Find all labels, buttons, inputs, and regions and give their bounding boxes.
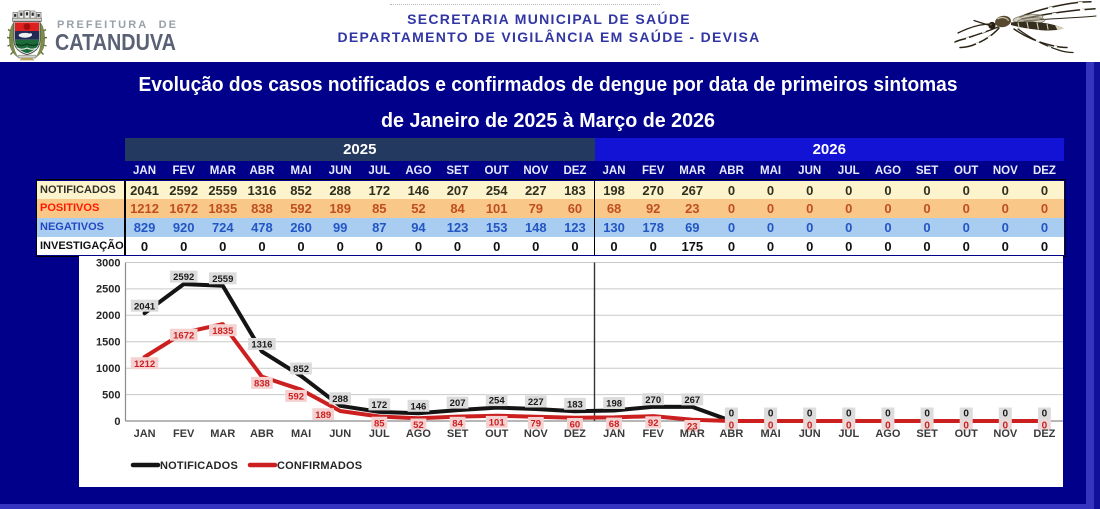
svg-text:52: 52 bbox=[413, 420, 424, 431]
svg-text:0: 0 bbox=[1042, 421, 1048, 432]
svg-text:198: 198 bbox=[606, 399, 622, 410]
svg-text:0: 0 bbox=[924, 421, 930, 432]
svg-text:JUL: JUL bbox=[369, 428, 390, 440]
svg-text:1672: 1672 bbox=[173, 330, 194, 341]
svg-text:2000: 2000 bbox=[96, 310, 120, 322]
svg-text:ABR: ABR bbox=[719, 428, 743, 440]
svg-text:AGO: AGO bbox=[875, 428, 901, 440]
svg-text:1500: 1500 bbox=[96, 337, 120, 349]
svg-text:JUL: JUL bbox=[838, 428, 859, 440]
svg-text:23: 23 bbox=[687, 422, 698, 433]
svg-text:NOV: NOV bbox=[993, 428, 1018, 440]
svg-text:183: 183 bbox=[567, 399, 583, 410]
svg-text:267: 267 bbox=[684, 395, 700, 406]
svg-text:OUT: OUT bbox=[485, 428, 509, 440]
svg-text:207: 207 bbox=[450, 398, 466, 409]
svg-text:1835: 1835 bbox=[212, 326, 234, 337]
svg-text:0: 0 bbox=[1003, 421, 1009, 432]
svg-text:92: 92 bbox=[648, 418, 659, 429]
svg-text:JAN: JAN bbox=[603, 428, 625, 440]
svg-text:1000: 1000 bbox=[96, 363, 120, 375]
svg-text:0: 0 bbox=[768, 409, 774, 420]
svg-text:79: 79 bbox=[531, 419, 542, 430]
svg-text:500: 500 bbox=[102, 389, 120, 401]
svg-text:0: 0 bbox=[807, 409, 813, 420]
svg-text:254: 254 bbox=[489, 396, 506, 407]
svg-text:0: 0 bbox=[729, 421, 735, 432]
svg-text:270: 270 bbox=[645, 395, 661, 406]
svg-text:SET: SET bbox=[916, 428, 938, 440]
svg-text:MAR: MAR bbox=[210, 428, 235, 440]
svg-text:85: 85 bbox=[374, 418, 385, 429]
svg-text:0: 0 bbox=[768, 421, 774, 432]
svg-text:0: 0 bbox=[114, 416, 120, 428]
svg-text:68: 68 bbox=[609, 419, 620, 430]
svg-text:0: 0 bbox=[924, 409, 930, 420]
svg-text:AGO: AGO bbox=[406, 428, 432, 440]
svg-text:0: 0 bbox=[846, 409, 852, 420]
svg-text:1212: 1212 bbox=[134, 359, 155, 370]
svg-text:MAR: MAR bbox=[680, 428, 705, 440]
svg-text:CONFIRMADOS: CONFIRMADOS bbox=[277, 460, 362, 472]
svg-text:592: 592 bbox=[288, 392, 304, 403]
svg-text:2559: 2559 bbox=[212, 274, 233, 285]
svg-text:0: 0 bbox=[807, 421, 813, 432]
svg-text:0: 0 bbox=[885, 409, 891, 420]
svg-text:SET: SET bbox=[447, 428, 469, 440]
svg-text:838: 838 bbox=[254, 379, 270, 390]
svg-text:0: 0 bbox=[963, 409, 969, 420]
svg-text:172: 172 bbox=[371, 400, 387, 411]
svg-text:MAI: MAI bbox=[291, 428, 311, 440]
svg-text:FEV: FEV bbox=[173, 428, 195, 440]
svg-text:FEV: FEV bbox=[642, 428, 664, 440]
svg-text:NOTIFICADOS: NOTIFICADOS bbox=[160, 460, 238, 472]
svg-text:JUN: JUN bbox=[329, 428, 351, 440]
svg-text:3000: 3000 bbox=[96, 257, 120, 269]
svg-text:DEZ: DEZ bbox=[1033, 428, 1055, 440]
svg-text:0: 0 bbox=[885, 421, 891, 432]
svg-text:0: 0 bbox=[729, 409, 735, 420]
svg-text:2592: 2592 bbox=[173, 272, 194, 283]
svg-text:NOV: NOV bbox=[524, 428, 549, 440]
svg-text:1316: 1316 bbox=[251, 340, 272, 351]
svg-text:0: 0 bbox=[846, 421, 852, 432]
svg-text:JAN: JAN bbox=[134, 428, 156, 440]
svg-text:0: 0 bbox=[1003, 409, 1009, 420]
svg-text:2500: 2500 bbox=[96, 284, 120, 296]
svg-text:227: 227 bbox=[528, 397, 544, 408]
svg-text:84: 84 bbox=[452, 418, 463, 429]
svg-text:60: 60 bbox=[570, 420, 581, 431]
svg-text:852: 852 bbox=[293, 364, 309, 375]
svg-text:0: 0 bbox=[963, 421, 969, 432]
svg-text:DEZ: DEZ bbox=[564, 428, 586, 440]
svg-text:101: 101 bbox=[489, 418, 506, 429]
svg-text:MAI: MAI bbox=[761, 428, 781, 440]
svg-text:189: 189 bbox=[315, 410, 331, 421]
svg-text:ABR: ABR bbox=[250, 428, 274, 440]
svg-text:OUT: OUT bbox=[955, 428, 979, 440]
svg-text:JUN: JUN bbox=[799, 428, 821, 440]
svg-text:146: 146 bbox=[410, 401, 426, 412]
svg-text:0: 0 bbox=[1042, 409, 1048, 420]
svg-text:288: 288 bbox=[332, 394, 348, 405]
svg-text:2041: 2041 bbox=[134, 301, 156, 312]
